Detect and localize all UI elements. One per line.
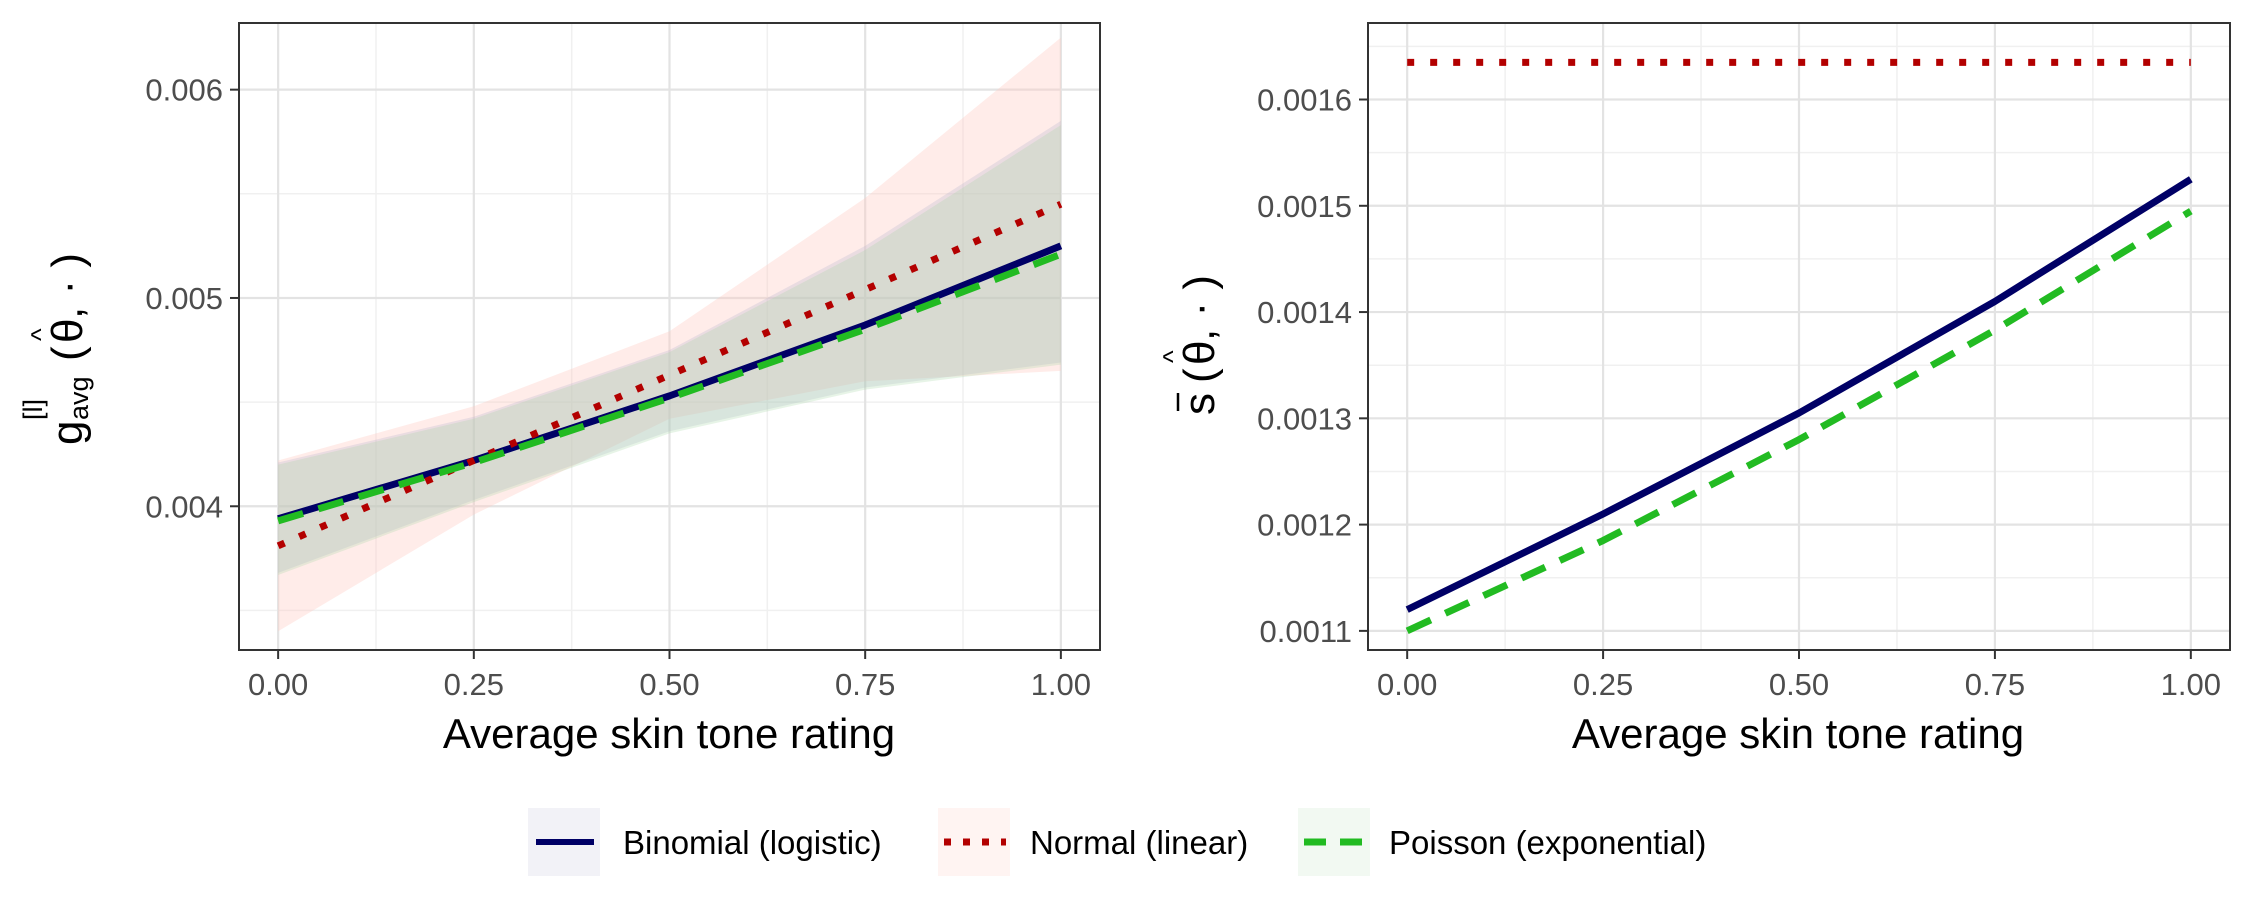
left-x-tick-label: 0.25: [444, 667, 504, 702]
right-y-tick-label: 0.0011: [1259, 614, 1352, 649]
left-x-tick-label: 0.50: [639, 667, 699, 702]
legend-item-poisson: Poisson (exponential): [1298, 808, 1706, 876]
left-line-poisson: [277, 250, 1063, 525]
right-x-tick-label: 0.25: [1573, 667, 1633, 702]
left-grid: [239, 23, 1100, 650]
left-ylabel-base: g: [43, 421, 92, 445]
right-y-tick-label: 0.0012: [1257, 508, 1352, 543]
left-x-axis-title: Average skin tone rating: [443, 710, 895, 757]
left-ylabel-sub: avg: [64, 376, 94, 420]
left-ylabel-paren-open: (: [43, 346, 92, 361]
right-ylabel-paren-open: (: [1175, 368, 1224, 383]
legend-item-normal: Normal (linear): [938, 808, 1248, 876]
left-ticks: 0.00 0.25 0.50 0.75 1.00 0.004 0.005 0.006: [145, 73, 1091, 702]
right-panel: 0.00 0.25 0.50 0.75 1.00 0.0011 0.0012 0.0013 0.…: [1158, 22, 2231, 757]
legend-label-poisson: Poisson (exponential): [1389, 824, 1706, 861]
left-y-tick-label: 0.005: [145, 281, 223, 316]
right-y-tick-label: 0.0013: [1257, 401, 1352, 436]
left-ylabel-theta: θ: [43, 319, 92, 343]
right-y-tick-label: 0.0014: [1257, 295, 1352, 330]
left-ylabel-hat: ^: [26, 328, 56, 341]
left-ylabel-tail: , · ): [43, 253, 92, 319]
right-x-tick-label: 0.75: [1965, 667, 2025, 702]
right-y-tick-label: 0.0015: [1257, 189, 1352, 224]
right-ylabel-hat: ^: [1158, 350, 1188, 363]
right-ticks: 0.00 0.25 0.50 0.75 1.00 0.0011 0.0012 0.0013 0.…: [1257, 83, 2221, 702]
left-x-tick-label: 0.75: [835, 667, 895, 702]
right-x-axis-title: Average skin tone rating: [1572, 710, 2024, 757]
legend-label-normal: Normal (linear): [1030, 824, 1248, 861]
right-ylabel-theta: θ: [1175, 341, 1224, 365]
right-grid: [1368, 23, 2230, 650]
right-x-tick-label: 1.00: [2161, 667, 2221, 702]
left-ribbon-normal: [278, 37, 1061, 632]
right-ylabel-tail: , · ): [1175, 275, 1224, 341]
left-x-tick-label: 1.00: [1031, 667, 1091, 702]
right-lines: [1405, 58, 2193, 635]
right-y-axis-title: s ( θ ^ , · ): [1158, 275, 1224, 415]
right-x-tick-label: 0.50: [1769, 667, 1829, 702]
left-x-tick-label: 0.00: [248, 667, 308, 702]
right-line-binomial: [1405, 176, 2193, 613]
right-y-tick-label: 0.0016: [1257, 83, 1352, 118]
right-ylabel-base: s: [1175, 393, 1224, 415]
left-y-axis-title: g [l] avg ( θ ^ , · ): [18, 253, 94, 445]
left-line-normal: [276, 201, 1063, 550]
left-y-tick-label: 0.006: [145, 73, 223, 108]
left-panel: 0.00 0.25 0.50 0.75 1.00 0.004 0.005 0.006 Aver…: [18, 22, 1101, 757]
left-y-tick-label: 0.004: [145, 489, 223, 524]
right-line-poisson: [1405, 208, 2193, 635]
legend: Binomial (logistic) Normal (linear) Pois…: [528, 808, 1706, 876]
right-x-tick-label: 0.00: [1377, 667, 1437, 702]
legend-label-binomial: Binomial (logistic): [623, 824, 882, 861]
left-ylabel-sup: [l]: [18, 399, 48, 420]
left-lines: [276, 201, 1063, 550]
legend-item-binomial: Binomial (logistic): [528, 808, 882, 876]
